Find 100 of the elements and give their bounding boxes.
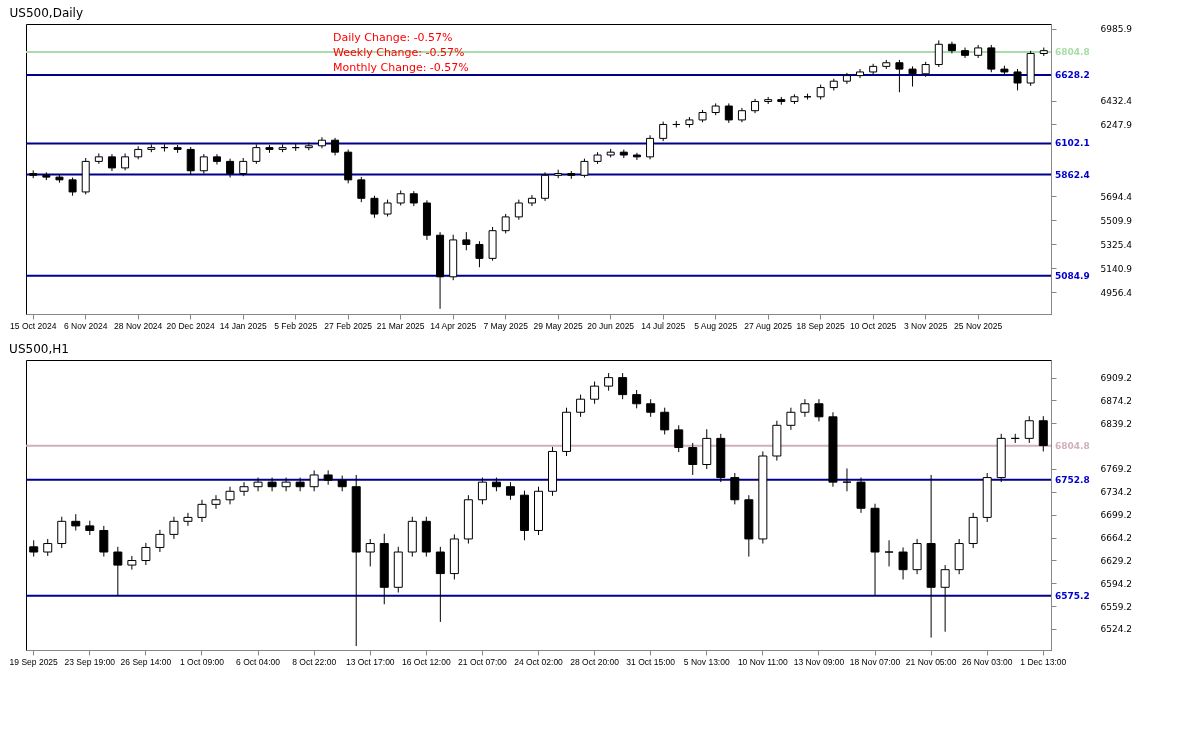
x-tick-label: 27 Aug 2025 [744,320,793,331]
x-tick-label: 15 Oct 2024 [10,320,57,331]
x-tick-label: 14 Apr 2025 [430,320,477,331]
y-tick-label: 5140.9 [1100,263,1133,274]
candlestick [435,546,445,623]
candlestick [842,467,852,492]
x-tick-label: 20 Jun 2025 [587,320,635,331]
x-tick-label: 26 Sep 14:00 [120,656,172,667]
ref-line-label: 5862.4 [1055,169,1090,180]
candlestick [113,546,123,597]
candlestick [212,153,221,166]
candlestick [357,176,366,203]
candlestick [730,472,740,505]
chart-title: US500,H1 [9,342,69,356]
candlestick [186,146,195,176]
y-tick-label: 6664.2 [1100,533,1132,544]
candlestick [590,381,600,405]
candlestick [527,194,536,207]
y-tick-label: 6432.4 [1100,96,1133,107]
candlestick [659,121,668,142]
y-tick-label: 6769.2 [1100,464,1132,475]
x-tick-label: 28 Nov 2024 [114,320,163,331]
candlestick [141,542,151,566]
annotation: Weekly Change: -0.57% [333,46,465,59]
candlestick [295,477,305,492]
candlestick [514,199,523,221]
candlestick [211,494,221,510]
ref-line-label: 6804.8 [1055,47,1090,58]
x-tick-label: 14 Jan 2025 [219,320,267,331]
candlestick [987,44,996,73]
y-tick-label: 6594.2 [1100,578,1132,589]
candlestick [786,407,796,431]
candlestick [1024,415,1034,444]
x-tick-label: 10 Nov 11:00 [737,656,789,667]
candlestick [501,213,510,234]
candlestick [674,424,684,453]
candlestick [688,442,698,476]
x-tick-label: 6 Oct 04:00 [236,656,281,667]
y-tick-label: 6909.2 [1100,373,1132,383]
annotation: Monthly Change: -0.57% [333,61,469,74]
x-tick-label: 31 Oct 15:00 [626,656,676,667]
ref-line-label: 6804.8 [1055,440,1090,451]
candlestick [462,231,471,251]
x-tick-label: 1 Oct 09:00 [180,656,225,667]
candlestick [940,564,950,633]
candlestick [267,477,277,492]
x-tick-label: 21 Mar 2025 [376,320,425,331]
candlestick [199,153,208,175]
ref-line-label: 6628.2 [1055,70,1090,81]
x-tick-label: 29 May 2025 [533,320,584,331]
y-tick-label: 6874.2 [1100,395,1132,406]
x-tick-label: 8 Oct 22:00 [292,656,337,667]
x-tick-label: 7 May 2025 [483,320,529,331]
y-tick-label: 5694.4 [1100,191,1133,202]
candlestick [183,512,193,527]
y-tick-label: 6629.2 [1100,555,1132,566]
ref-line-label: 5084.9 [1055,270,1090,281]
x-tick-label: 18 Nov 07:00 [849,656,901,667]
x-tick-label: 16 Oct 12:00 [401,656,451,667]
candlestick [632,152,641,161]
candlestick [580,158,589,179]
candlestick [898,546,908,580]
x-tick-label: 25 Nov 2025 [954,320,1003,331]
candlestick [253,477,263,492]
y-tick-label: 6559.2 [1100,601,1132,612]
candlestick [477,477,487,505]
y-tick-label: 4956.4 [1100,287,1133,298]
candlestick [68,177,77,197]
x-tick-label: 23 Sep 19:00 [64,656,116,667]
x-tick-label: 13 Oct 17:00 [345,656,395,667]
ref-line-label: 6102.1 [1055,138,1090,149]
x-tick-label: 14 Jul 2025 [641,320,686,331]
x-tick-label: 6 Nov 2024 [63,320,108,331]
candlestick [127,555,137,571]
ref-line-label: 6575.2 [1055,590,1090,601]
x-tick-label: 13 Nov 09:00 [793,656,845,667]
candlestick [99,525,109,558]
candlestick [895,59,904,93]
x-tick-label: 18 Sep 2025 [796,320,846,331]
y-tick-label: 6839.2 [1100,418,1132,429]
candlestick [1013,68,1022,91]
candlestick [365,538,375,567]
y-tick-label: 6734.2 [1100,487,1132,498]
annotation: Daily Change: -0.57% [333,31,453,44]
candlestick [57,516,67,549]
y-tick-label: 5509.9 [1100,215,1133,226]
x-tick-label: 21 Nov 05:00 [905,656,957,667]
candlestick [618,372,628,400]
candlestick [197,499,207,523]
candlestick [908,65,917,88]
x-tick-label: 21 Oct 07:00 [458,656,508,667]
candlestick [370,195,379,219]
candlestick [724,102,733,124]
y-tick-label: 6699.2 [1100,510,1132,521]
x-tick-label: 5 Feb 2025 [274,320,318,331]
candlestick [252,143,261,165]
ref-line-label: 6752.8 [1055,474,1090,485]
candlestick [934,39,943,68]
x-tick-label: 5 Aug 2025 [694,320,738,331]
chart-title: US500,Daily [9,6,84,20]
